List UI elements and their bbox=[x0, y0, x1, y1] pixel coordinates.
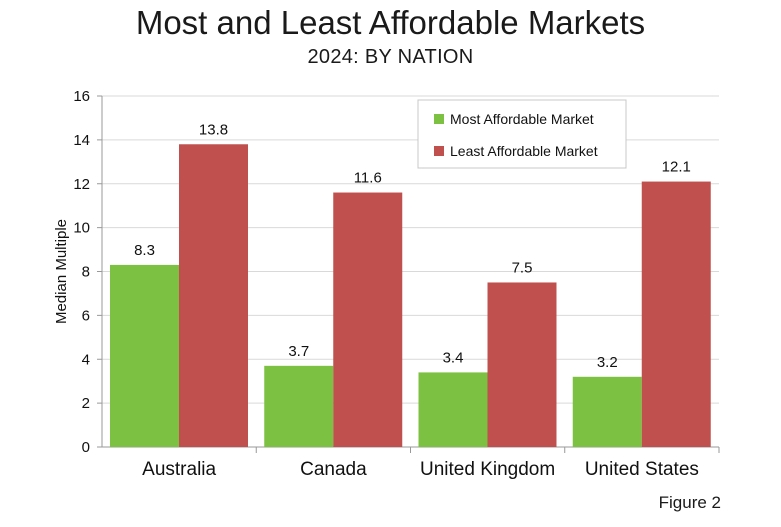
bar bbox=[333, 192, 403, 447]
legend-label: Least Affordable Market bbox=[450, 143, 598, 159]
legend-label: Most Affordable Market bbox=[450, 111, 594, 127]
x-tick-label: Canada bbox=[300, 459, 367, 480]
y-axis-label: Median Multiple bbox=[53, 219, 70, 324]
x-tick-label: Australia bbox=[142, 459, 216, 480]
y-tick-label: 8 bbox=[82, 264, 90, 281]
chart-subtitle: 2024: BY NATION bbox=[307, 46, 474, 68]
bar bbox=[179, 144, 248, 447]
y-tick-label: 12 bbox=[73, 176, 90, 193]
data-label: 8.3 bbox=[134, 242, 155, 259]
y-tick-label: 16 bbox=[73, 88, 90, 105]
data-label: 7.5 bbox=[512, 259, 533, 276]
legend-swatch bbox=[434, 146, 444, 156]
bar bbox=[487, 282, 557, 447]
chart-title: Most and Least Affordable Markets bbox=[135, 4, 646, 41]
y-tick-label: 2 bbox=[82, 395, 90, 412]
y-tick-label: 14 bbox=[73, 132, 90, 149]
bar bbox=[418, 372, 488, 447]
bar bbox=[264, 365, 334, 447]
x-tick-label: United States bbox=[585, 459, 699, 480]
figure-label: Figure 2 bbox=[658, 493, 721, 512]
y-tick-label: 0 bbox=[82, 439, 90, 456]
y-tick-label: 10 bbox=[73, 220, 90, 237]
legend-box bbox=[417, 99, 627, 169]
data-label: 12.1 bbox=[662, 159, 691, 176]
bar bbox=[641, 181, 711, 447]
legend-swatch bbox=[434, 114, 444, 124]
y-tick-label: 4 bbox=[82, 351, 90, 368]
data-label: 13.8 bbox=[199, 121, 228, 138]
bar bbox=[110, 264, 179, 447]
data-label: 3.7 bbox=[288, 343, 309, 360]
x-tick-label: United Kingdom bbox=[420, 459, 555, 480]
data-label: 11.6 bbox=[354, 170, 382, 187]
y-tick-label: 6 bbox=[82, 307, 90, 324]
data-label: 3.2 bbox=[597, 354, 618, 371]
bar bbox=[572, 376, 642, 447]
data-label: 3.4 bbox=[443, 349, 464, 366]
